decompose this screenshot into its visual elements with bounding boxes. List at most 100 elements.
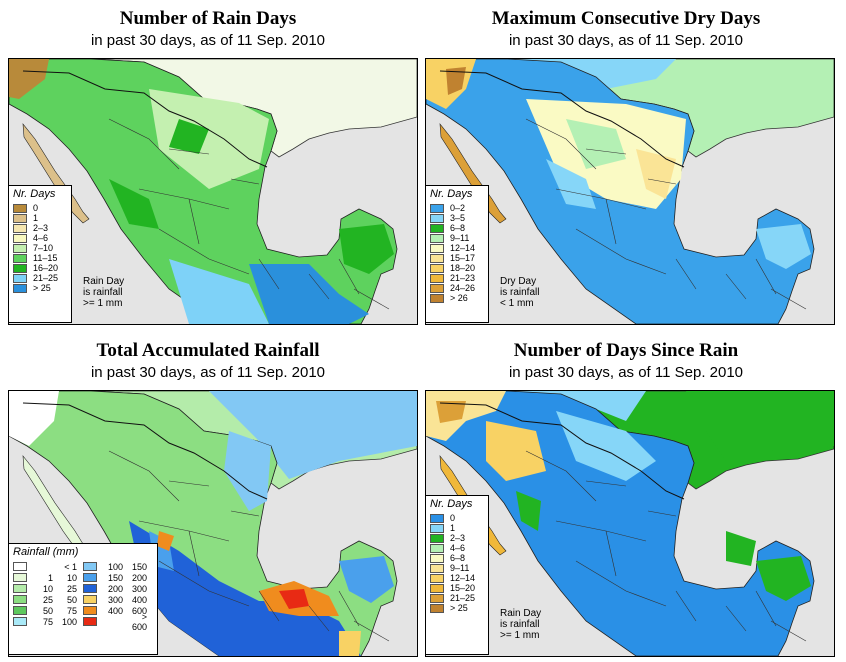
legend-entry: 300 400	[83, 594, 147, 605]
legend-label: 1	[33, 213, 39, 223]
legend-range-high: > 600	[131, 611, 147, 632]
legend-label: 21–23	[450, 273, 476, 283]
legend-label: 7–10	[33, 243, 54, 253]
panel-subtitle: in past 30 days, as of 11 Sep. 2010	[90, 364, 326, 381]
note-line-1: Rain Day	[83, 276, 125, 287]
legend-entry: 18–20	[430, 263, 484, 273]
legend-label: 6–8	[450, 223, 466, 233]
panel-days-since-rain: Number of Days Since Rain in past 30 day…	[418, 340, 835, 662]
legend-entry: 21–25	[13, 273, 67, 283]
legend-rain-days: Nr. Days 0 1 2–3 4–6 7–10 11–15 16–20 21–25 > 25	[8, 185, 72, 323]
note-line-1: Dry Day	[500, 276, 537, 287]
legend-swatch	[430, 203, 444, 213]
legend-swatch	[430, 563, 444, 573]
map-svg	[426, 59, 834, 324]
legend-dry-days: Nr. Days 0–2 3–5 6–8 9–11 12–14 15–17 18–20 21–…	[425, 185, 489, 323]
legend-swatch	[13, 606, 27, 615]
legend-range-low: 150	[107, 572, 123, 583]
legend-title: Nr. Days	[430, 498, 473, 510]
panel-title: Maximum Consecutive Dry Days	[491, 8, 761, 29]
legend-swatch	[83, 606, 97, 615]
legend-swatch	[83, 595, 97, 604]
rain-day-note: Rain Day is rainfall >= 1 mm	[83, 276, 124, 309]
panel-title: Total Accumulated Rainfall	[96, 340, 320, 361]
note-line-3: < 1 mm	[500, 298, 534, 309]
legend-swatch	[13, 233, 27, 243]
panel-rain-days: Number of Rain Days in past 30 days, as …	[0, 8, 418, 330]
legend-swatch	[13, 562, 27, 571]
legend-swatch	[430, 553, 444, 563]
legend-range-low: 300	[107, 594, 123, 605]
legend-swatch	[430, 293, 444, 303]
legend-swatch	[430, 533, 444, 543]
legend-entry: 25 50	[13, 594, 77, 605]
legend-entry: 21–25	[430, 593, 484, 603]
legend-swatch	[430, 283, 444, 293]
legend-swatch	[430, 253, 444, 263]
legend-entry: 100 150	[83, 561, 147, 572]
panel-subtitle: in past 30 days, as of 11 Sep. 2010	[508, 32, 744, 49]
legend-entry: 15–20	[430, 583, 484, 593]
legend-swatch	[430, 273, 444, 283]
legend-entry: > 25	[13, 283, 67, 293]
legend-range-high: 25	[66, 583, 77, 594]
legend-range-low: 75	[42, 616, 53, 627]
legend-entry: 9–11	[430, 233, 484, 243]
legend-entry: 11–15	[13, 253, 67, 263]
legend-swatch	[83, 573, 97, 582]
legend-label: 0	[450, 513, 456, 523]
legend-entry: 2–3	[430, 533, 484, 543]
legend-swatch	[13, 283, 27, 293]
legend-entry: > 25	[430, 603, 484, 613]
legend-entry: 200 300	[83, 583, 147, 594]
legend-label: > 26	[450, 293, 468, 303]
legend-entry: > 600	[83, 612, 147, 632]
legend-range-low: 200	[107, 583, 123, 594]
legend-range-high: 600	[131, 605, 147, 616]
rain-day-note: Rain Day is rainfall >= 1 mm	[500, 608, 541, 641]
legend-entry: 1 10	[13, 572, 77, 583]
legend-swatch	[13, 617, 27, 626]
legend-swatch	[430, 573, 444, 583]
legend-label: > 25	[33, 283, 51, 293]
legend-entry: 6–8	[430, 223, 484, 233]
legend-range-high: 400	[131, 594, 147, 605]
legend-label: 21–25	[33, 273, 59, 283]
legend-label: 1	[450, 523, 456, 533]
legend-label: 21–25	[450, 593, 476, 603]
legend-label: 12–14	[450, 243, 476, 253]
legend-entry: 3–5	[430, 213, 484, 223]
note-line-1: Rain Day	[500, 608, 542, 619]
panel-total-rain: Total Accumulated Rainfall in past 30 da…	[0, 340, 418, 662]
legend-range-high: 300	[131, 583, 147, 594]
legend-title: Rainfall (mm)	[13, 546, 79, 558]
legend-entry: 0–2	[430, 203, 484, 213]
legend-entry: 4–6	[430, 543, 484, 553]
legend-entry: 12–14	[430, 573, 484, 583]
legend-entry: 0	[430, 513, 484, 523]
legend-swatch	[13, 263, 27, 273]
note-line-3: >= 1 mm	[500, 630, 540, 641]
panel-subtitle: in past 30 days, as of 11 Sep. 2010	[90, 32, 326, 49]
legend-entry: 2–3	[13, 223, 67, 233]
map-svg	[9, 59, 417, 324]
legend-range-low: 400	[107, 605, 123, 616]
legend-swatch	[430, 263, 444, 273]
legend-swatch	[430, 513, 444, 523]
legend-range-low: 25	[42, 594, 53, 605]
legend-swatch	[13, 573, 27, 582]
legend-swatch	[13, 273, 27, 283]
legend-swatch	[83, 617, 97, 626]
legend-swatch	[430, 213, 444, 223]
legend-label: 24–26	[450, 283, 476, 293]
legend-entry: 16–20	[13, 263, 67, 273]
legend-entry: 75 100	[13, 616, 77, 627]
legend-entry: < 1	[13, 561, 77, 572]
legend-swatch	[430, 223, 444, 233]
panel-subtitle: in past 30 days, as of 11 Sep. 2010	[508, 364, 744, 381]
legend-swatch	[13, 253, 27, 263]
legend-range-low: 100	[107, 561, 123, 572]
legend-label: 2–3	[450, 533, 466, 543]
legend-days-since-rain: Nr. Days 0 1 2–3 4–6 6–8 9–11 12–14 15–20 21–25 >…	[425, 495, 489, 655]
legend-swatch	[13, 203, 27, 213]
